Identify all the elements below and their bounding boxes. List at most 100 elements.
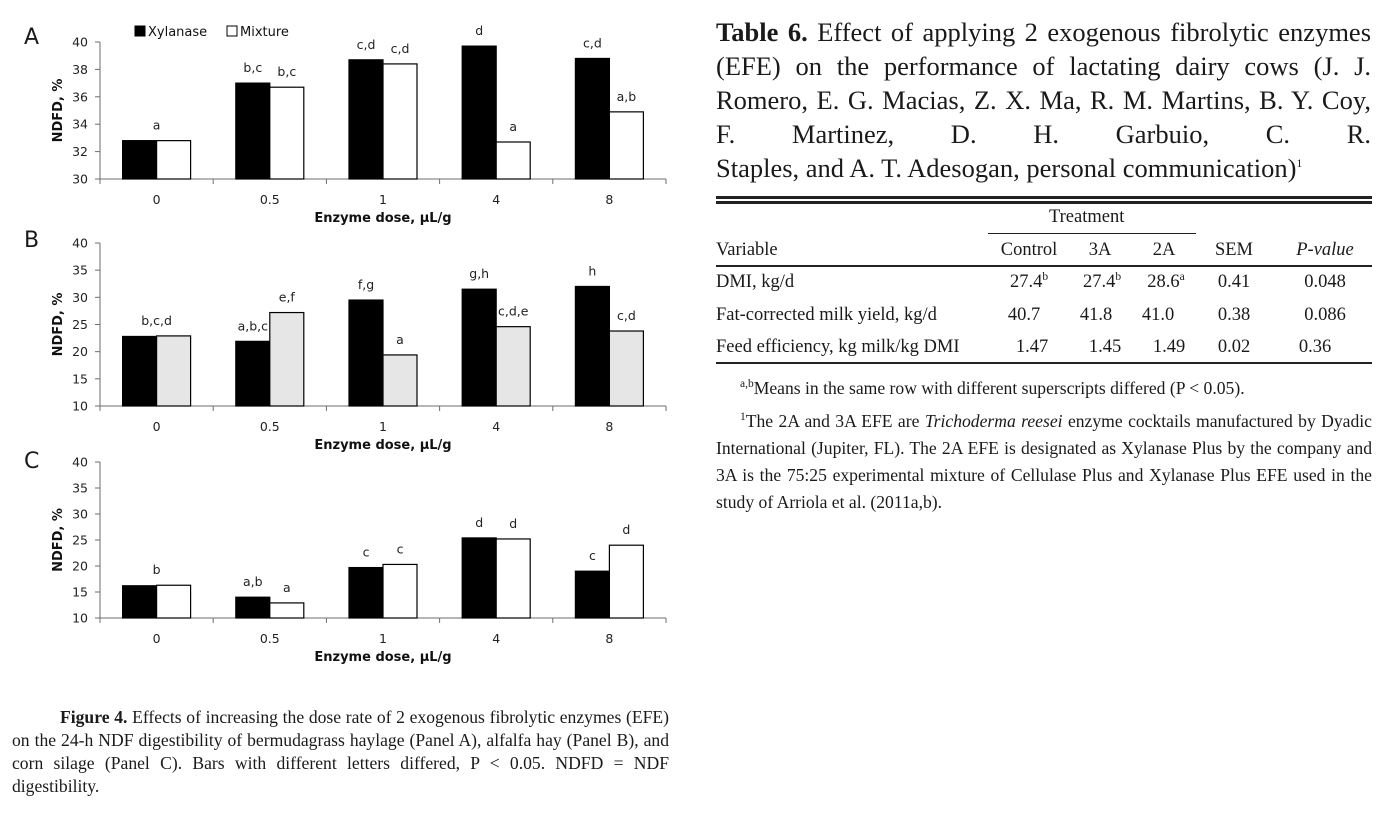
panel-letter: B bbox=[24, 228, 39, 253]
data-label: a bbox=[153, 118, 161, 133]
legend-label-mixture: Mixture bbox=[240, 25, 289, 40]
x-tick-label: 0 bbox=[153, 631, 161, 646]
bar-mixture bbox=[608, 544, 645, 619]
bar-xylanase bbox=[348, 59, 384, 180]
col-header-pvalue: P-value bbox=[1296, 240, 1354, 260]
cell-control: 27.4b bbox=[1009, 270, 1049, 292]
bar-mixture bbox=[156, 584, 192, 619]
bar-xylanase bbox=[121, 335, 158, 407]
y-tick-label: 35 bbox=[72, 263, 88, 278]
cell-2a: 1.49 bbox=[1152, 337, 1186, 357]
bar-mixture bbox=[382, 63, 418, 180]
data-label: a bbox=[283, 580, 291, 595]
cell-control: 40.7 bbox=[1007, 305, 1041, 325]
x-tick-label: 4 bbox=[492, 192, 500, 207]
cell-2a: 28.6a bbox=[1147, 270, 1185, 292]
bar-xylanase bbox=[461, 537, 497, 619]
col-header-variable: Variable bbox=[716, 240, 778, 260]
y-axis-label: NDFD, % bbox=[51, 508, 66, 572]
y-tick-label: 40 bbox=[72, 236, 88, 251]
y-tick-label: 30 bbox=[72, 290, 88, 305]
bar-xylanase bbox=[574, 285, 611, 407]
cell-pvalue: 0.36 bbox=[1298, 337, 1332, 357]
legend-swatch-xylanase bbox=[134, 25, 146, 37]
table-title-line4: Martins, B. Y. Coy, F. Martinez, D. H. G… bbox=[716, 85, 1371, 149]
y-axis-label: NDFD, % bbox=[51, 293, 66, 357]
x-tick-label: 8 bbox=[605, 419, 613, 434]
cell-sem: 0.02 bbox=[1217, 337, 1251, 357]
x-tick-label: 0 bbox=[153, 192, 161, 207]
cell-3a: 1.45 bbox=[1088, 337, 1122, 357]
data-label: b,c,d bbox=[141, 313, 172, 328]
bar-xylanase bbox=[461, 288, 497, 407]
x-tick-label: 8 bbox=[605, 631, 613, 646]
table-title-label: Table 6. bbox=[716, 17, 808, 47]
col-header-3a: 3A bbox=[1088, 240, 1112, 260]
y-tick-label: 15 bbox=[72, 371, 88, 386]
col-header-control: Control bbox=[1000, 240, 1058, 260]
y-tick-label: 38 bbox=[72, 62, 88, 77]
bar-xylanase bbox=[235, 340, 271, 407]
x-axis-label: Enzyme dose, µL/g bbox=[314, 650, 451, 665]
figure-caption: Figure 4. Effects of increasing the dose… bbox=[12, 706, 669, 798]
bar-xylanase bbox=[574, 57, 611, 180]
cell-sem: 0.38 bbox=[1217, 305, 1251, 325]
table-title: Table 6. Effect of applying 2 exogenous … bbox=[716, 15, 1371, 185]
cell-sem: 0.41 bbox=[1217, 272, 1251, 292]
data-label: c,d,e bbox=[498, 304, 529, 319]
data-label: d bbox=[509, 516, 517, 531]
bar-xylanase bbox=[461, 45, 497, 180]
data-label: d bbox=[622, 522, 630, 537]
data-label: c bbox=[397, 541, 404, 556]
table-group-header: Treatment bbox=[1049, 207, 1125, 227]
cell-variable: Feed efficiency, kg milk/kg DMI bbox=[716, 337, 960, 357]
table-title-line5: Staples, and A. T. Adesogan, personal co… bbox=[716, 153, 1297, 183]
table-top-rule-1 bbox=[716, 196, 1372, 199]
data-label: a,b,c bbox=[238, 318, 269, 333]
panel-letter: A bbox=[24, 25, 39, 50]
data-label: b,c bbox=[277, 64, 296, 79]
y-tick-label: 10 bbox=[72, 611, 88, 626]
table-group-rule bbox=[988, 233, 1196, 234]
y-tick-label: 15 bbox=[72, 585, 88, 600]
bar-xylanase bbox=[574, 570, 611, 619]
data-label: c bbox=[589, 548, 596, 563]
y-tick-label: 30 bbox=[72, 507, 88, 522]
data-label: c,d bbox=[617, 308, 636, 323]
legend-swatch-mixture bbox=[226, 25, 238, 37]
y-tick-label: 25 bbox=[72, 533, 88, 548]
table-title-line2: enzymes (EFE) on the performance of lact… bbox=[716, 17, 1372, 81]
x-axis-label: Enzyme dose, µL/g bbox=[314, 211, 451, 226]
y-axis-label: NDFD, % bbox=[51, 79, 66, 143]
y-tick-label: 36 bbox=[72, 89, 88, 104]
x-tick-label: 8 bbox=[605, 192, 613, 207]
bar-mixture bbox=[608, 111, 645, 180]
data-label: c,d bbox=[583, 35, 602, 50]
y-tick-label: 35 bbox=[72, 481, 88, 496]
bar-xylanase bbox=[235, 596, 271, 619]
x-tick-label: 4 bbox=[492, 419, 500, 434]
panel-letter: C bbox=[24, 449, 39, 474]
bar-mixture bbox=[269, 602, 305, 619]
cell-3a: 27.4b bbox=[1082, 270, 1122, 292]
x-tick-label: 1 bbox=[379, 631, 387, 646]
col-header-sem: SEM bbox=[1214, 240, 1254, 260]
cell-control: 1.47 bbox=[1015, 337, 1049, 357]
bar-mixture bbox=[156, 140, 192, 180]
data-label: e,f bbox=[279, 290, 296, 305]
y-tick-label: 40 bbox=[72, 455, 88, 470]
y-tick-label: 30 bbox=[72, 172, 88, 187]
table-title-sup: 1 bbox=[1296, 158, 1303, 171]
y-tick-label: 34 bbox=[72, 117, 88, 132]
table-bottom-rule bbox=[716, 362, 1372, 364]
bar-xylanase bbox=[235, 82, 271, 180]
bar-mixture bbox=[269, 86, 305, 180]
bar-xylanase bbox=[121, 585, 158, 619]
bar-mixture bbox=[495, 538, 531, 619]
data-label: a,b bbox=[243, 574, 263, 589]
data-label: a,b bbox=[617, 89, 637, 104]
y-tick-label: 20 bbox=[72, 559, 88, 574]
y-tick-label: 10 bbox=[72, 399, 88, 414]
x-tick-label: 1 bbox=[379, 419, 387, 434]
